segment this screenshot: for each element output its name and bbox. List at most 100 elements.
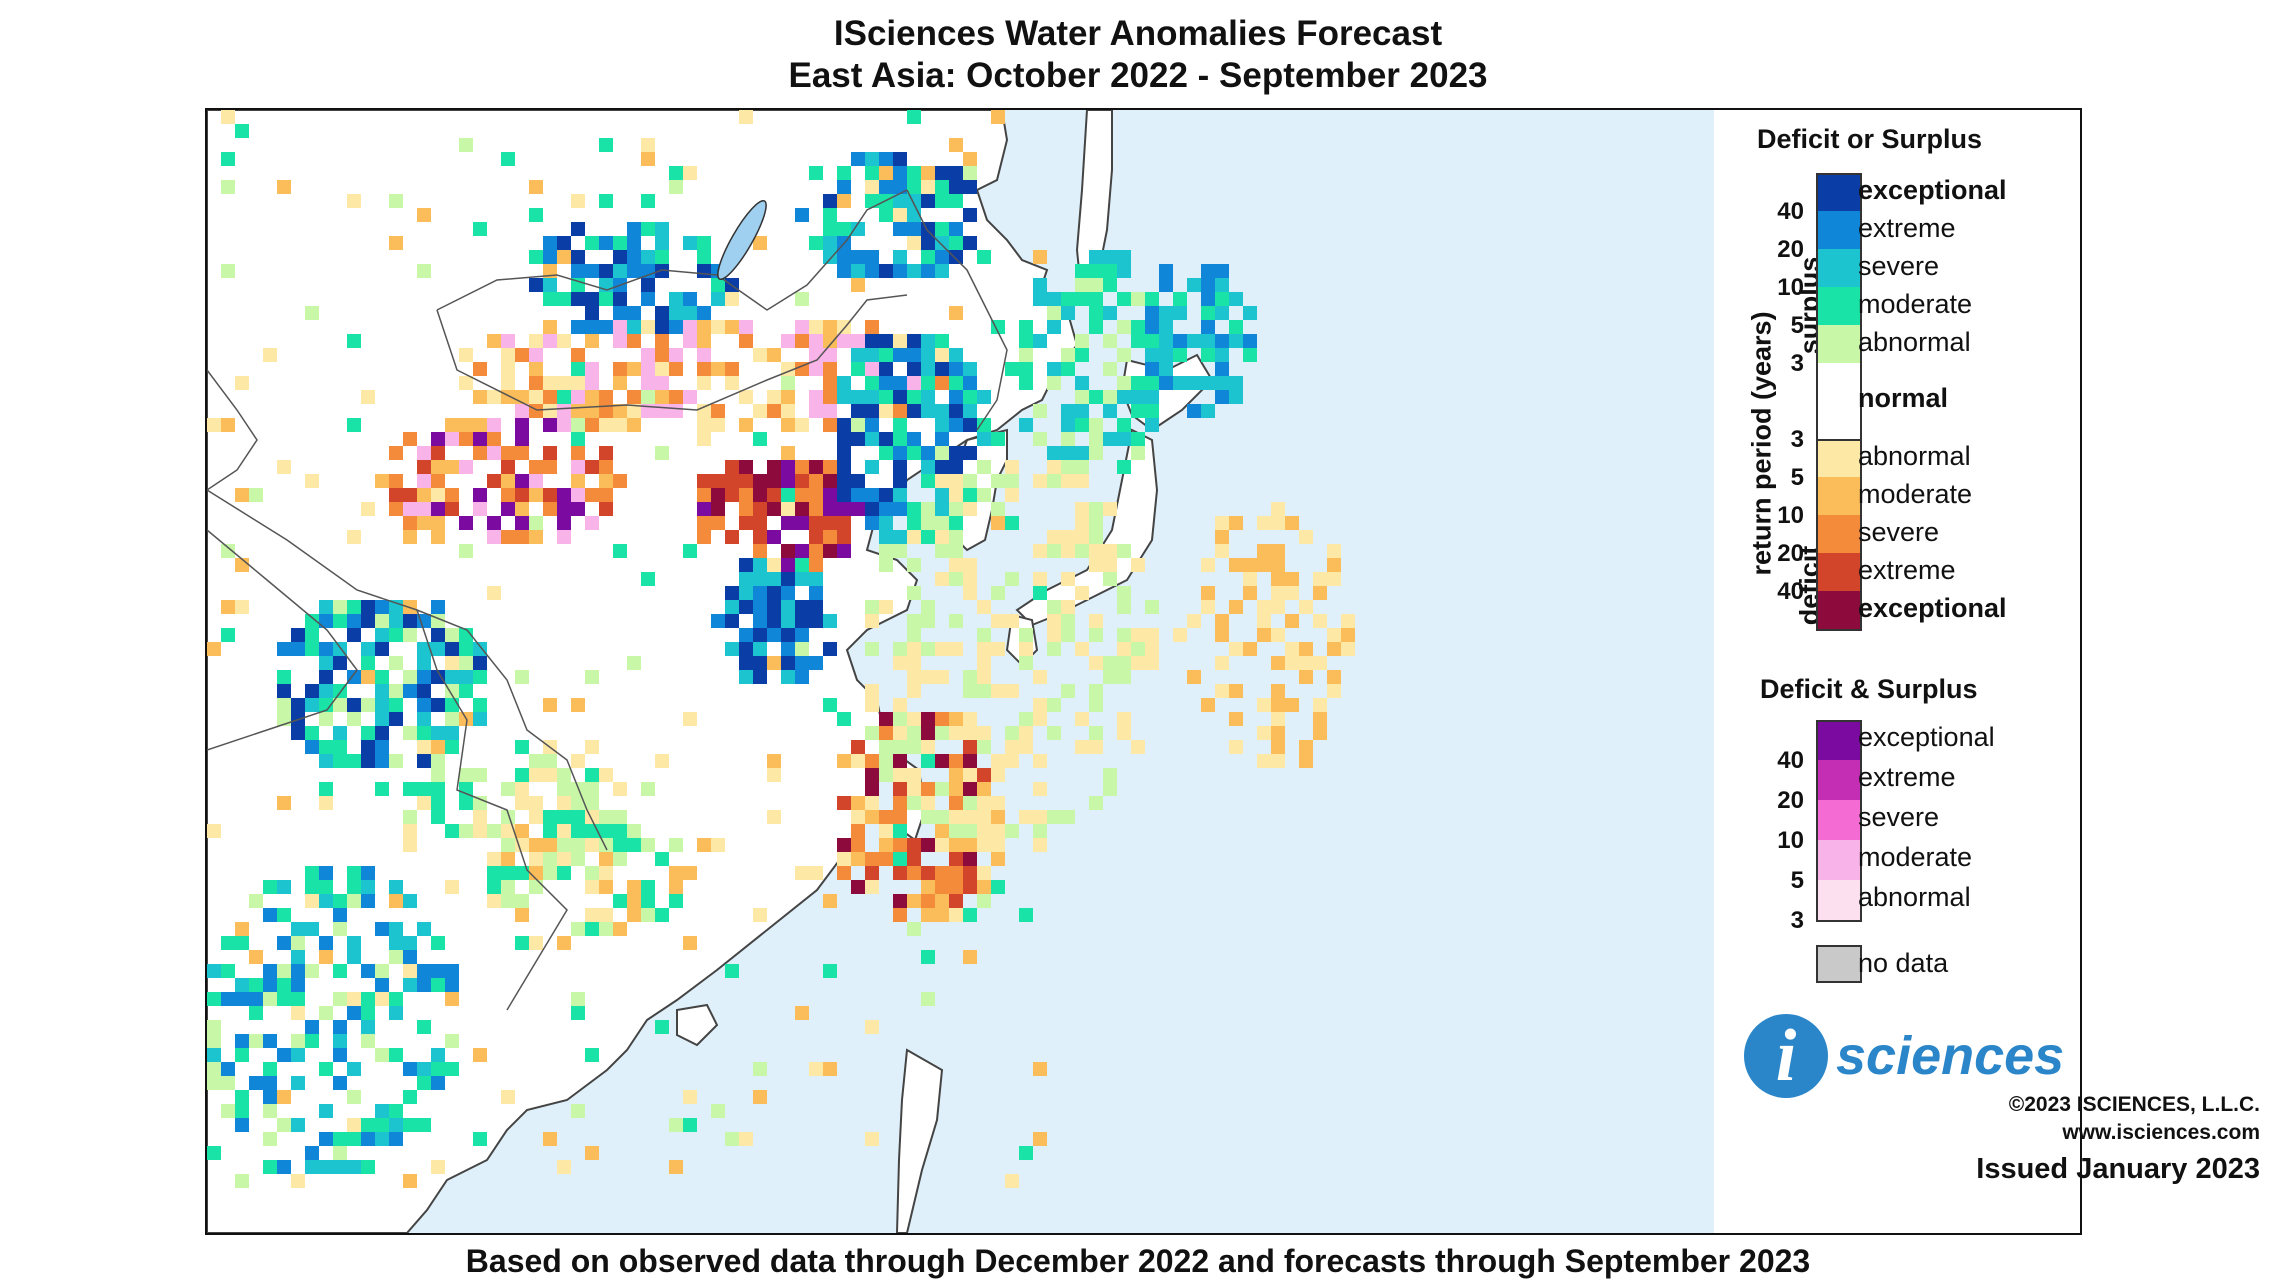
anomaly-cell: [515, 474, 529, 488]
anomaly-cell: [641, 292, 655, 306]
anomaly-cell: [921, 222, 935, 236]
anomaly-cell: [473, 222, 487, 236]
anomaly-cell: [1019, 628, 1033, 642]
anomaly-cell: [207, 1062, 221, 1076]
anomaly-cell: [347, 194, 361, 208]
anomaly-cell: [515, 894, 529, 908]
anomaly-cell: [627, 250, 641, 264]
anomaly-cell: [1075, 264, 1089, 278]
anomaly-cell: [641, 782, 655, 796]
anomaly-cell: [697, 838, 711, 852]
anomaly-cell: [1299, 600, 1313, 614]
anomaly-cell: [599, 502, 613, 516]
anomaly-cell: [949, 390, 963, 404]
anomaly-cell: [669, 292, 683, 306]
anomaly-cell: [417, 488, 431, 502]
anomaly-cell: [529, 530, 543, 544]
anomaly-cell: [865, 516, 879, 530]
anomaly-cell: [1047, 642, 1061, 656]
anomaly-cell: [865, 404, 879, 418]
anomaly-cell: [767, 628, 781, 642]
anomaly-cell: [571, 824, 585, 838]
anomaly-cell: [389, 1132, 403, 1146]
anomaly-cell: [557, 852, 571, 866]
anomaly-cell: [1173, 306, 1187, 320]
anomaly-cell: [753, 572, 767, 586]
anomaly-cell: [235, 1104, 249, 1118]
anomaly-cell: [487, 516, 501, 530]
anomaly-cell: [963, 740, 977, 754]
anomaly-cell: [347, 334, 361, 348]
nodata-swatch: [1816, 945, 1862, 983]
anomaly-cell: [1131, 390, 1145, 404]
anomaly-cell: [627, 838, 641, 852]
anomaly-cell: [991, 642, 1005, 656]
anomaly-cell: [837, 488, 851, 502]
anomaly-cell: [1229, 642, 1243, 656]
anomaly-cell: [641, 152, 655, 166]
anomaly-cell: [669, 894, 683, 908]
anomaly-cell: [1145, 390, 1159, 404]
anomaly-cell: [851, 824, 865, 838]
anomaly-cell: [375, 740, 389, 754]
anomaly-cell: [431, 600, 445, 614]
anomaly-cell: [375, 698, 389, 712]
anomaly-cell: [333, 908, 347, 922]
anomaly-cell: [333, 894, 347, 908]
anomaly-cell: [585, 838, 599, 852]
both-tick-5: 5: [1790, 867, 1804, 894]
anomaly-cell: [403, 894, 417, 908]
anomaly-cell: [445, 824, 459, 838]
anomaly-cell: [921, 250, 935, 264]
anomaly-cell: [585, 908, 599, 922]
anomaly-cell: [1075, 404, 1089, 418]
anomaly-cell: [571, 278, 585, 292]
anomaly-cell: [501, 488, 515, 502]
anomaly-cell: [739, 474, 753, 488]
anomaly-cell: [921, 712, 935, 726]
anomaly-cell: [291, 1174, 305, 1188]
anomaly-cell: [277, 460, 291, 474]
anomaly-cell: [963, 796, 977, 810]
anomaly-cell: [837, 432, 851, 446]
anomaly-cell: [375, 474, 389, 488]
anomaly-cell: [557, 376, 571, 390]
anomaly-cell: [627, 880, 641, 894]
anomaly-cell: [291, 936, 305, 950]
anomaly-cell: [851, 264, 865, 278]
anomaly-cell: [683, 1118, 697, 1132]
anomaly-cell: [249, 488, 263, 502]
anomaly-cell: [305, 1146, 319, 1160]
anomaly-cell: [641, 138, 655, 152]
anomaly-cell: [837, 796, 851, 810]
anomaly-cell: [935, 894, 949, 908]
anomaly-cell: [613, 782, 627, 796]
anomaly-cell: [1103, 306, 1117, 320]
anomaly-cell: [431, 1160, 445, 1174]
anomaly-cell: [361, 656, 375, 670]
both-label-moderate: moderate: [1858, 842, 1973, 872]
anomaly-cell: [515, 796, 529, 810]
anomaly-cell: [725, 460, 739, 474]
anomaly-cell: [235, 936, 249, 950]
anomaly-cell: [1131, 656, 1145, 670]
anomaly-cell: [1271, 684, 1285, 698]
anomaly-cell: [767, 390, 781, 404]
anomaly-cell: [1299, 740, 1313, 754]
anomaly-cell: [893, 194, 907, 208]
anomaly-cell: [753, 348, 767, 362]
anomaly-cell: [543, 488, 557, 502]
anomaly-cell: [1159, 362, 1173, 376]
anomaly-cell: [711, 488, 725, 502]
anomaly-cell: [221, 544, 235, 558]
anomaly-cell: [753, 502, 767, 516]
anomaly-cell: [389, 628, 403, 642]
anomaly-cell: [809, 320, 823, 334]
anomaly-cell: [655, 852, 669, 866]
anomaly-cell: [1033, 824, 1047, 838]
anomaly-cell: [585, 362, 599, 376]
anomaly-cell: [1117, 628, 1131, 642]
anomaly-cell: [207, 1034, 221, 1048]
anomaly-cell: [977, 600, 991, 614]
anomaly-cell: [431, 936, 445, 950]
